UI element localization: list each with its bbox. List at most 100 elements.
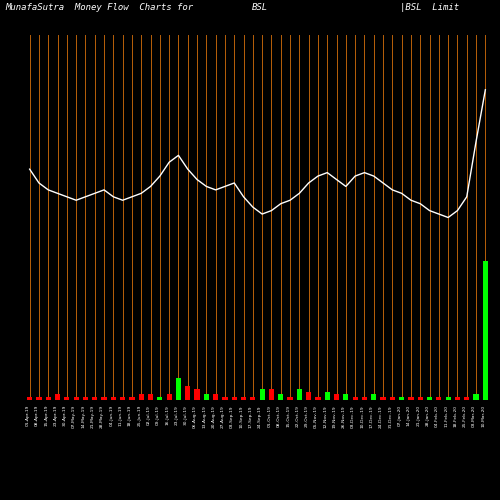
- Text: 21-May-19: 21-May-19: [91, 405, 95, 428]
- Text: 07-May-19: 07-May-19: [72, 405, 76, 428]
- Text: 11-Jun-19: 11-Jun-19: [118, 405, 122, 426]
- Text: 11-Feb-20: 11-Feb-20: [444, 405, 448, 427]
- Text: 16-Jul-19: 16-Jul-19: [165, 405, 169, 425]
- Text: 07-Jan-20: 07-Jan-20: [398, 405, 402, 426]
- Text: 24-Dec-19: 24-Dec-19: [379, 405, 383, 427]
- Bar: [334, 394, 339, 400]
- Bar: [408, 397, 414, 400]
- Text: 01-Oct-19: 01-Oct-19: [268, 405, 272, 427]
- Bar: [83, 397, 88, 400]
- Bar: [278, 394, 283, 400]
- Text: 20-Aug-19: 20-Aug-19: [212, 405, 216, 428]
- Text: |BSL  Limit: |BSL Limit: [400, 2, 459, 12]
- Bar: [148, 394, 153, 400]
- Text: 03-Sep-19: 03-Sep-19: [230, 405, 234, 427]
- Text: 06-Aug-19: 06-Aug-19: [193, 405, 197, 428]
- Bar: [130, 397, 134, 400]
- Bar: [102, 397, 106, 400]
- Text: 10-Dec-19: 10-Dec-19: [360, 405, 364, 427]
- Bar: [399, 397, 404, 400]
- Text: 30-Jul-19: 30-Jul-19: [184, 405, 188, 425]
- Bar: [474, 394, 478, 400]
- Text: 08-Apr-19: 08-Apr-19: [35, 405, 39, 426]
- Bar: [92, 397, 98, 400]
- Bar: [344, 394, 348, 400]
- Text: 09-Jul-19: 09-Jul-19: [156, 405, 160, 425]
- Text: 18-Feb-20: 18-Feb-20: [454, 405, 458, 427]
- Text: 23-Apr-19: 23-Apr-19: [54, 405, 58, 426]
- Text: 30-Apr-19: 30-Apr-19: [63, 405, 67, 426]
- Text: 02-Jul-19: 02-Jul-19: [146, 405, 150, 425]
- Text: 25-Feb-20: 25-Feb-20: [463, 405, 467, 427]
- Bar: [371, 394, 376, 400]
- Text: 10-Mar-20: 10-Mar-20: [482, 405, 486, 427]
- Text: 17-Sep-19: 17-Sep-19: [249, 405, 253, 427]
- Bar: [64, 397, 70, 400]
- Bar: [158, 397, 162, 400]
- Text: 13-Aug-19: 13-Aug-19: [202, 405, 206, 428]
- Bar: [446, 397, 450, 400]
- Bar: [46, 397, 51, 400]
- Text: 21-Jan-20: 21-Jan-20: [416, 405, 420, 426]
- Bar: [297, 389, 302, 400]
- Bar: [483, 262, 488, 400]
- Text: 03-Dec-19: 03-Dec-19: [351, 405, 355, 427]
- Bar: [166, 394, 172, 400]
- Text: 19-Nov-19: 19-Nov-19: [332, 405, 336, 427]
- Bar: [55, 394, 60, 400]
- Bar: [74, 397, 78, 400]
- Text: 08-Oct-19: 08-Oct-19: [277, 405, 281, 427]
- Bar: [306, 392, 311, 400]
- Text: 12-Nov-19: 12-Nov-19: [324, 405, 328, 427]
- Bar: [418, 397, 423, 400]
- Text: 22-Oct-19: 22-Oct-19: [296, 405, 300, 427]
- Text: 31-Dec-19: 31-Dec-19: [388, 405, 392, 427]
- Text: 05-Nov-19: 05-Nov-19: [314, 405, 318, 428]
- Text: 23-Jul-19: 23-Jul-19: [174, 405, 178, 425]
- Text: 03-Mar-20: 03-Mar-20: [472, 405, 476, 427]
- Text: 27-Aug-19: 27-Aug-19: [221, 405, 225, 428]
- Bar: [316, 397, 320, 400]
- Bar: [362, 397, 367, 400]
- Bar: [185, 386, 190, 400]
- Bar: [222, 397, 228, 400]
- Text: MunafaSutra  Money Flow  Charts for: MunafaSutra Money Flow Charts for: [5, 2, 193, 12]
- Bar: [232, 397, 237, 400]
- Bar: [36, 397, 42, 400]
- Bar: [213, 394, 218, 400]
- Bar: [120, 397, 125, 400]
- Text: 01-Apr-19: 01-Apr-19: [26, 405, 30, 426]
- Text: 14-Jan-20: 14-Jan-20: [407, 405, 411, 426]
- Bar: [436, 397, 442, 400]
- Text: 25-Jun-19: 25-Jun-19: [138, 405, 141, 426]
- Text: 14-May-19: 14-May-19: [82, 405, 86, 428]
- Text: 10-Sep-19: 10-Sep-19: [240, 405, 244, 427]
- Text: BSL: BSL: [252, 2, 268, 12]
- Text: 28-May-19: 28-May-19: [100, 405, 104, 428]
- Bar: [27, 397, 32, 400]
- Bar: [288, 397, 292, 400]
- Text: 15-Apr-19: 15-Apr-19: [44, 405, 48, 426]
- Bar: [176, 378, 181, 400]
- Text: 18-Jun-19: 18-Jun-19: [128, 405, 132, 426]
- Text: 17-Dec-19: 17-Dec-19: [370, 405, 374, 427]
- Bar: [260, 389, 264, 400]
- Text: 15-Oct-19: 15-Oct-19: [286, 405, 290, 427]
- Text: 04-Jun-19: 04-Jun-19: [110, 405, 114, 426]
- Text: 04-Feb-20: 04-Feb-20: [435, 405, 439, 427]
- Bar: [269, 389, 274, 400]
- Bar: [204, 394, 209, 400]
- Bar: [138, 394, 144, 400]
- Bar: [464, 397, 469, 400]
- Text: 24-Sep-19: 24-Sep-19: [258, 405, 262, 427]
- Bar: [380, 397, 386, 400]
- Bar: [324, 392, 330, 400]
- Bar: [111, 397, 116, 400]
- Text: 28-Jan-20: 28-Jan-20: [426, 405, 430, 426]
- Bar: [241, 397, 246, 400]
- Bar: [455, 397, 460, 400]
- Text: 26-Nov-19: 26-Nov-19: [342, 405, 346, 427]
- Bar: [352, 397, 358, 400]
- Bar: [390, 397, 395, 400]
- Bar: [194, 389, 200, 400]
